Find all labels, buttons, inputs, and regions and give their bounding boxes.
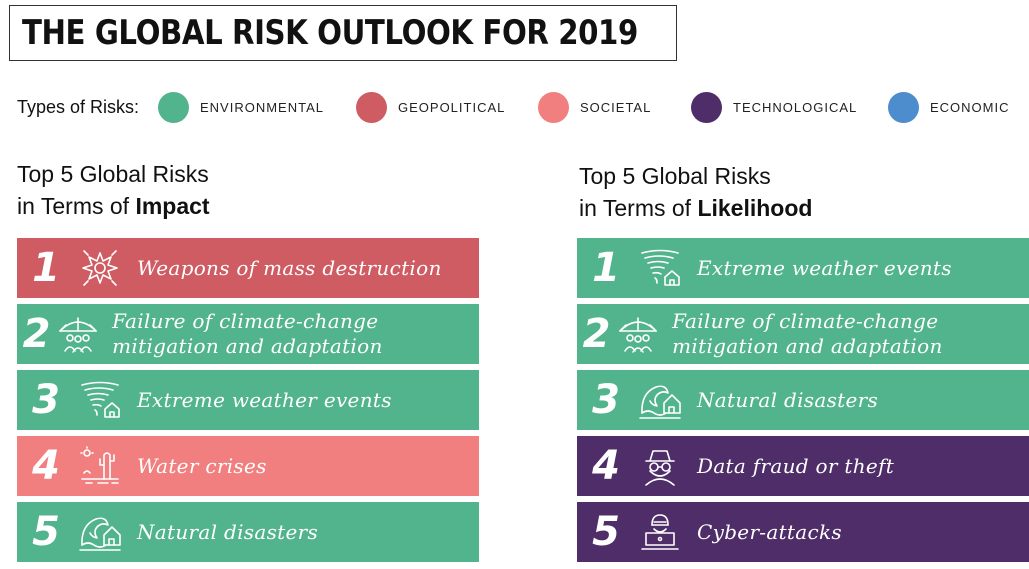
spy-icon [635, 444, 685, 488]
impact-risk-row: 1 Weapons of mass destruction [17, 238, 479, 298]
impact-risk-row: 2 Failure of climate-change mitigation a… [17, 304, 479, 364]
impact-title-bold: Impact [135, 193, 210, 219]
risk-rank: 1 [32, 245, 60, 291]
likelihood-risk-row: 3 Natural disasters [577, 370, 1029, 430]
legend-text-geopolitical: GEOPOLITICAL [398, 100, 506, 115]
legend-dot-technological [691, 92, 722, 123]
likelihood-risk-row: 4 Data fraud or theft [577, 436, 1029, 496]
tornado-icon [75, 378, 125, 422]
wave-house-icon [75, 510, 125, 554]
umbrella-people-icon [56, 312, 100, 356]
legend-text-societal: SOCIETAL [580, 100, 652, 115]
likelihood-section-title: Top 5 Global Risks in Terms of Likelihoo… [579, 160, 812, 224]
legend-label: Types of Risks: [17, 97, 140, 117]
legend-item-societal: SOCIETAL [538, 92, 651, 123]
risk-label: Extreme weather events [697, 255, 952, 280]
risk-rank: 3 [32, 377, 60, 423]
risk-rank: 4 [592, 443, 620, 489]
page-title: THE GLOBAL RISK OUTLOOK FOR 2019 [22, 13, 638, 53]
legend-item-economic: ECONOMIC [888, 92, 1010, 123]
impact-title-line2: in Terms of Impact [17, 190, 210, 222]
risk-rank: 2 [22, 311, 51, 357]
risk-rank: 3 [592, 377, 620, 423]
impact-risk-row: 3 Extreme weather events [17, 370, 479, 430]
impact-risk-row: 5 Natural disasters [17, 502, 479, 562]
impact-title-line1: Top 5 Global Risks [17, 161, 209, 187]
hacker-laptop-icon [635, 510, 685, 554]
risk-label: Natural disasters [137, 519, 319, 544]
legend-dot-economic [888, 92, 919, 123]
risk-rank: 5 [592, 509, 620, 555]
likelihood-risk-row: 1 Extreme weather events [577, 238, 1029, 298]
risk-label: Failure of climate-change mitigation and… [672, 309, 943, 358]
legend-dot-societal [538, 92, 569, 123]
impact-section-title: Top 5 Global Risks in Terms of Impact [17, 158, 210, 222]
umbrella-people-icon [616, 312, 660, 356]
risk-rank: 2 [582, 311, 611, 357]
likelihood-risk-row: 2 Failure of climate-change mitigation a… [577, 304, 1029, 364]
legend-item-technological: TECHNOLOGICAL [691, 92, 857, 123]
legend-item-environmental: ENVIRONMENTAL [158, 92, 324, 123]
legend-dot-geopolitical [356, 92, 387, 123]
tornado-icon [635, 246, 685, 290]
risk-label: Cyber-attacks [697, 519, 842, 544]
legend-text-environmental: ENVIRONMENTAL [200, 100, 324, 115]
risk-label: Data fraud or theft [697, 453, 895, 478]
risk-label: Weapons of mass destruction [137, 255, 442, 280]
explosion-icon [75, 246, 125, 290]
likelihood-risk-row: 5 Cyber-attacks [577, 502, 1029, 562]
risk-rank: 5 [32, 509, 60, 555]
drought-cactus-icon [75, 444, 125, 488]
legend-item-geopolitical: GEOPOLITICAL [356, 92, 505, 123]
likelihood-title-bold: Likelihood [697, 195, 813, 221]
impact-risk-row: 4 Water crises [17, 436, 479, 496]
risk-label: Natural disasters [697, 387, 879, 412]
risk-label: Extreme weather events [137, 387, 392, 412]
impact-title-prefix: in Terms of [17, 193, 136, 219]
likelihood-title-prefix: in Terms of [579, 195, 698, 221]
risk-label: Water crises [137, 453, 267, 478]
likelihood-title-line1: Top 5 Global Risks [579, 163, 771, 189]
title-box: THE GLOBAL RISK OUTLOOK FOR 2019 [9, 5, 677, 61]
risk-rank: 4 [32, 443, 60, 489]
legend-dot-environmental [158, 92, 189, 123]
wave-house-icon [635, 378, 685, 422]
risk-rank: 1 [592, 245, 620, 291]
risk-label: Failure of climate-change mitigation and… [112, 309, 383, 358]
legend-text-technological: TECHNOLOGICAL [733, 100, 858, 115]
risk-type-legend: Types of Risks: ENVIRONMENTAL GEOPOLITIC… [17, 92, 1022, 124]
likelihood-title-line2: in Terms of Likelihood [579, 192, 812, 224]
legend-text-economic: ECONOMIC [930, 100, 1010, 115]
